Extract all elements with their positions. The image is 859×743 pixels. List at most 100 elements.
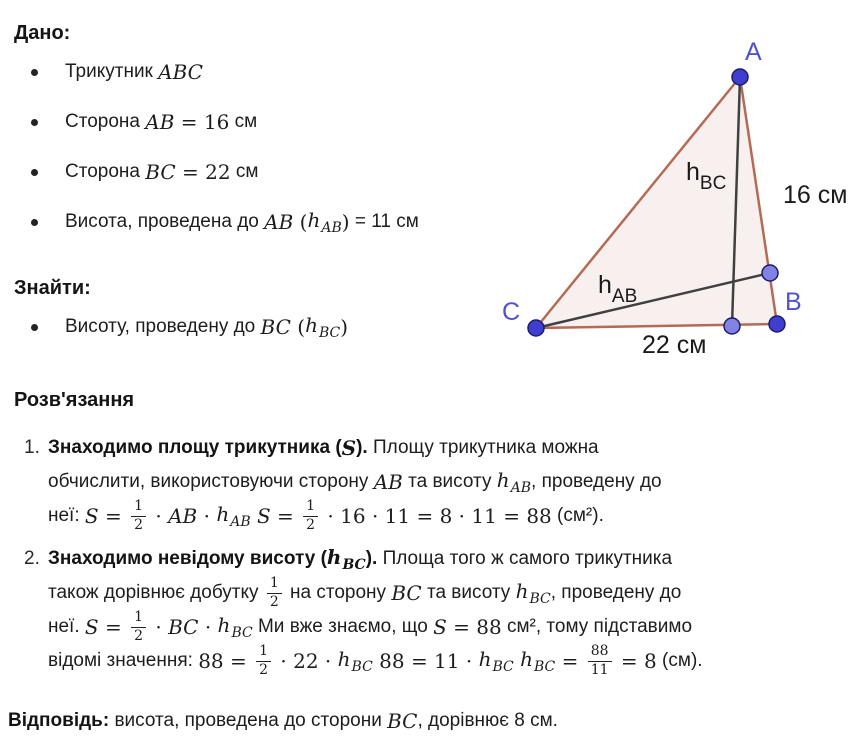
text-segment: ( <box>290 315 306 339</box>
text-segment: S <box>341 436 357 460</box>
text-segment: Ми вже знаємо, що <box>252 616 434 637</box>
text-segment: = 88 <box>446 615 502 639</box>
text-segment: hBC <box>337 647 373 675</box>
text-segment: hBC <box>478 647 514 675</box>
vertex-c-label: C <box>502 298 520 326</box>
fraction: 88 11 <box>587 643 612 678</box>
text-segment: Знаходимо площу трикутника ( <box>48 437 342 458</box>
text-segment: = <box>555 649 585 673</box>
foot-hab-dot <box>761 264 779 282</box>
side-cb-length-label: 22 см <box>642 331 706 359</box>
text-segment: = 22 <box>175 160 231 184</box>
text-segment: , проведену до <box>531 471 662 492</box>
text-segment: ) <box>340 315 349 339</box>
text-segment: , дорівнює 8 см. <box>417 710 558 731</box>
text-segment: 88 = 11 · <box>372 649 479 673</box>
side-ab-length-label: 16 см <box>783 181 847 209</box>
text-segment: Сторона <box>65 161 146 182</box>
text-segment: BC <box>387 709 418 733</box>
step-number: 1. <box>24 437 40 458</box>
answer-line: Відповідь: висота, проведена до сторони … <box>8 708 558 734</box>
text-segment: ABC <box>158 60 203 84</box>
list-item: Сторона AB = 16 см <box>31 97 419 147</box>
text-segment: (см²). <box>551 505 604 526</box>
text-segment: hBC <box>513 647 556 675</box>
text-segment: hAB <box>307 208 342 236</box>
text-segment: · <box>198 615 218 639</box>
list-item: Висоту, проведену до BC (hBC) <box>30 302 349 352</box>
text-segment: на сторону <box>284 582 392 603</box>
find-heading: Знайти: <box>14 277 91 299</box>
text-segment: AB <box>373 470 403 494</box>
text-segment: hBC <box>305 313 341 341</box>
text-segment: Сторона <box>65 111 146 132</box>
hab-label: hAB <box>598 271 637 307</box>
solution-heading: Розв'язання <box>14 389 135 411</box>
text-segment: hBC <box>515 579 551 607</box>
height-hbc-line <box>730 76 742 327</box>
text-segment: · <box>149 504 169 528</box>
text-segment: Трикутник <box>65 61 159 82</box>
list-item: Сторона BC = 22 см <box>31 147 419 197</box>
text-segment: Знаходимо невідому висоту ( <box>48 548 327 569</box>
text-segment: AB <box>145 110 175 134</box>
text-segment: BC <box>145 160 176 184</box>
text-segment: = <box>270 504 301 528</box>
text-segment: висота, проведена до сторони <box>109 710 388 731</box>
text-segment: · 16 · 11 = 8 · 11 = 88 <box>321 504 552 528</box>
text-segment: см <box>229 111 258 132</box>
text-segment: ) <box>341 210 350 234</box>
vertex-c-dot <box>527 319 545 337</box>
text-segment: S <box>433 615 447 639</box>
text-segment: 88 = <box>198 649 254 673</box>
text-segment: Висоту, проведену до <box>65 316 261 337</box>
step-line: Знаходимо площу трикутника (S). Площу тр… <box>48 431 662 465</box>
step-line: обчислити, використовуючи сторону AB та … <box>48 465 662 499</box>
find-list: Висоту, проведену до BC (hBC) <box>30 302 349 352</box>
text-segment: см², тому підставимо <box>501 616 693 637</box>
height-hab-line <box>535 271 771 330</box>
vertex-a-dot <box>731 68 749 86</box>
text-segment: Площа того ж самого трикутника <box>377 548 673 569</box>
vertex-b-dot <box>768 315 786 333</box>
text-segment: , проведену до <box>550 582 682 603</box>
text-segment: = 8 <box>614 649 657 673</box>
text-segment: та висоту <box>421 582 516 603</box>
text-segment: ( <box>293 210 308 234</box>
text-segment: BC <box>260 315 291 339</box>
text-segment: та висоту <box>402 471 497 492</box>
text-segment: = 11 см <box>349 211 419 232</box>
text-segment: hBC <box>217 613 253 641</box>
text-segment: неї. <box>48 616 85 637</box>
text-segment: (см). <box>656 650 703 671</box>
text-segment: S <box>250 504 271 528</box>
solution-step-1: 1. Знаходимо площу трикутника (S). Площу… <box>24 431 662 533</box>
text-segment: Відповідь: <box>8 710 110 731</box>
text-segment: hBC <box>326 545 366 573</box>
text-segment: S <box>84 615 99 639</box>
solution-step-2: 2. Знаходимо невідому висоту (hBC). Площ… <box>24 542 703 678</box>
given-heading: Дано: <box>14 22 71 44</box>
text-segment: BC <box>391 581 422 605</box>
vertex-b-label: B <box>785 288 802 316</box>
text-segment: S <box>84 504 99 528</box>
text-segment: ). <box>365 548 378 569</box>
text-segment: ). <box>356 437 368 458</box>
text-segment: неї: <box>48 505 85 526</box>
text-segment: см <box>230 161 259 182</box>
text-segment: · 22 · <box>274 649 338 673</box>
hbc-label: hBC <box>686 158 726 194</box>
list-item: Висота, проведена до AB (hAB) = 11 см <box>31 197 419 247</box>
step-line: Знаходимо невідому висоту (hBC). Площа т… <box>48 542 703 576</box>
foot-hbc-dot <box>723 317 741 335</box>
vertex-a-label: A <box>745 38 762 66</box>
